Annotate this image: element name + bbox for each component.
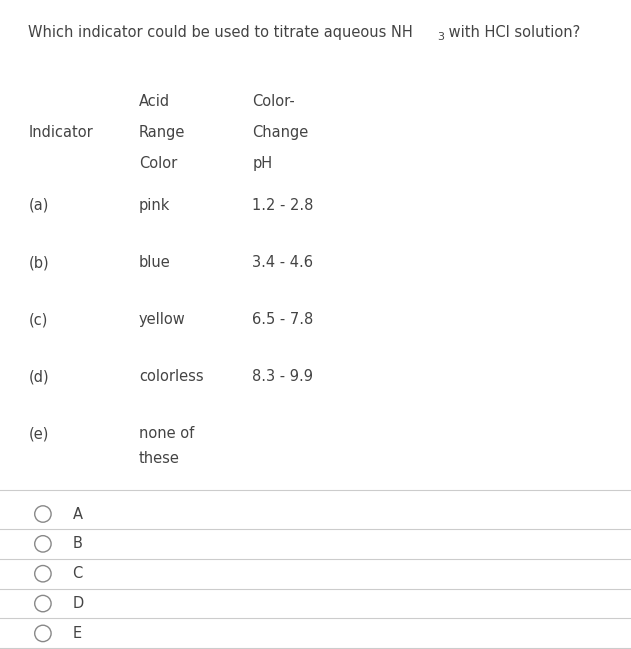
Text: pH: pH (252, 156, 273, 171)
Text: yellow: yellow (139, 312, 186, 327)
Text: (d): (d) (28, 369, 49, 384)
Text: pink: pink (139, 198, 170, 213)
Text: with HCl solution?: with HCl solution? (444, 25, 580, 40)
Text: Change: Change (252, 125, 309, 140)
Text: 6.5 - 7.8: 6.5 - 7.8 (252, 312, 314, 327)
Text: (e): (e) (28, 426, 49, 441)
Text: Which indicator could be used to titrate aqueous NH: Which indicator could be used to titrate… (28, 25, 413, 40)
Text: B: B (73, 536, 83, 552)
Text: (a): (a) (28, 198, 49, 213)
Text: 3.4 - 4.6: 3.4 - 4.6 (252, 255, 314, 270)
Text: none of: none of (139, 426, 194, 441)
Text: 3: 3 (437, 32, 444, 42)
Text: Range: Range (139, 125, 185, 140)
Text: Color: Color (139, 156, 177, 171)
Text: Color-: Color- (252, 94, 295, 109)
Text: blue: blue (139, 255, 170, 270)
Text: C: C (73, 566, 83, 582)
Text: A: A (73, 506, 83, 522)
Text: colorless: colorless (139, 369, 203, 384)
Text: (b): (b) (28, 255, 49, 270)
Text: Acid: Acid (139, 94, 170, 109)
Text: (c): (c) (28, 312, 48, 327)
Text: 1.2 - 2.8: 1.2 - 2.8 (252, 198, 314, 213)
Text: Indicator: Indicator (28, 125, 93, 140)
Text: D: D (73, 596, 84, 611)
Text: E: E (73, 626, 81, 641)
Text: these: these (139, 451, 180, 466)
Text: 8.3 - 9.9: 8.3 - 9.9 (252, 369, 314, 384)
